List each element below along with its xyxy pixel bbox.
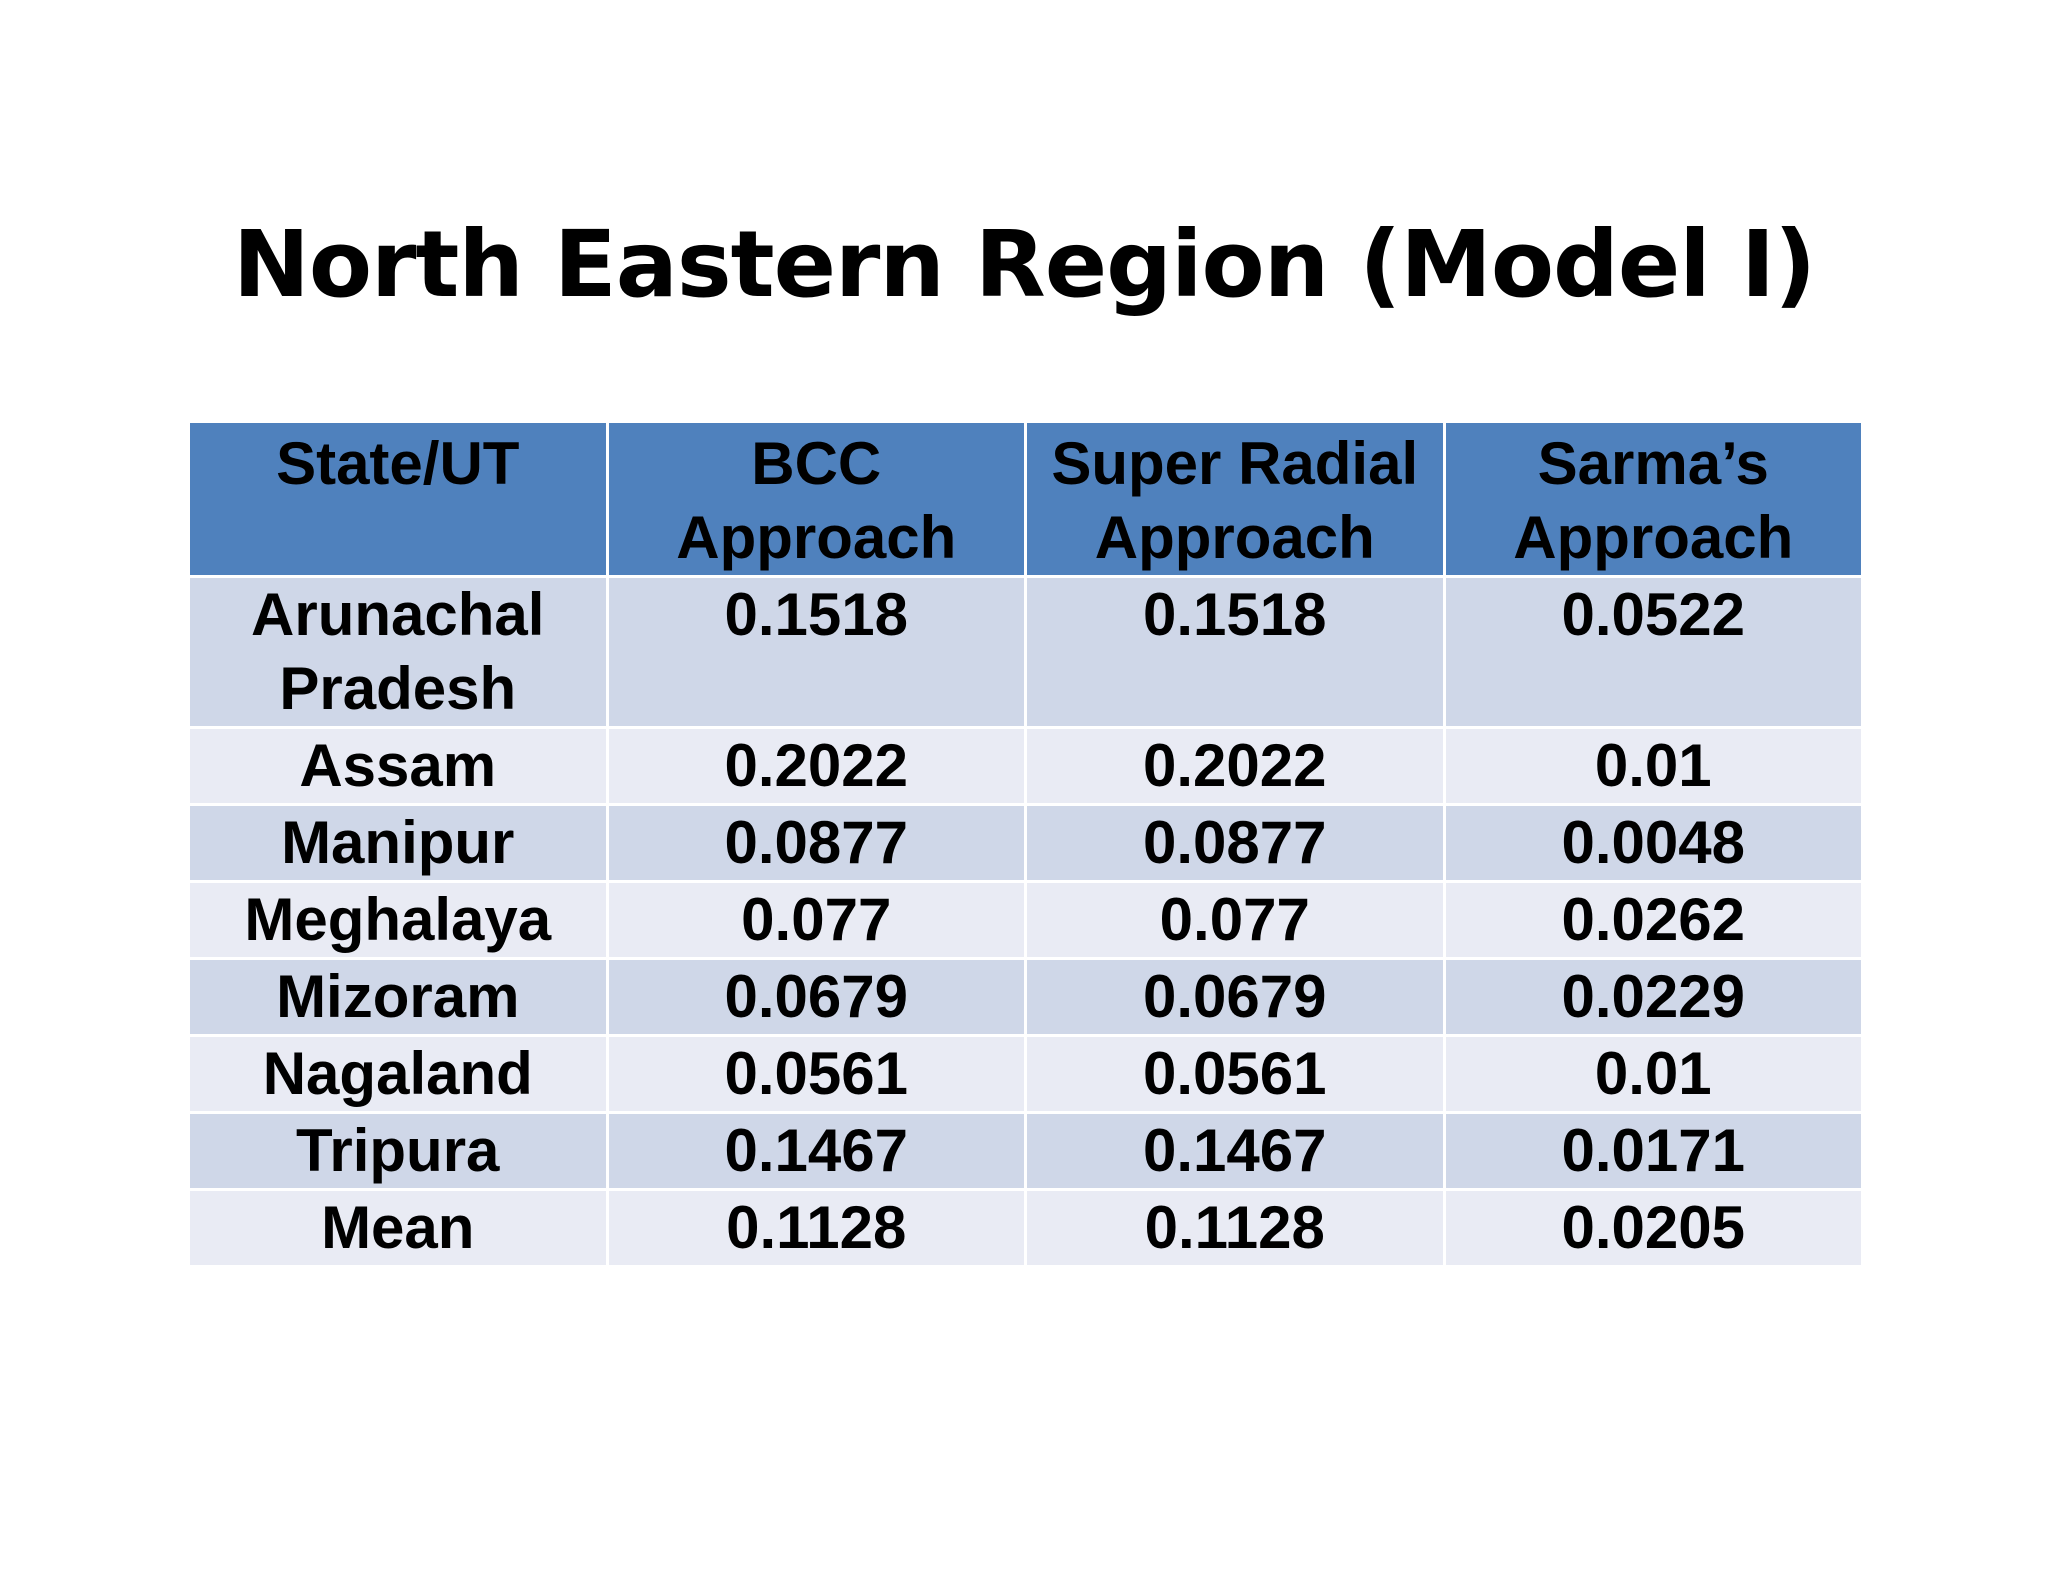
cell-super-radial: 0.077 — [1024, 880, 1446, 960]
cell-bcc: 0.1518 — [605, 575, 1027, 729]
slide-title: North Eastern Region (Model I) — [232, 211, 1816, 318]
cell-state: Mizoram — [187, 957, 609, 1037]
cell-super-radial: 0.1467 — [1024, 1111, 1446, 1191]
cell-sarma: 0.0171 — [1442, 1111, 1864, 1191]
cell-sarma: 0.0522 — [1442, 575, 1864, 729]
table-row: Assam 0.2022 0.2022 0.01 — [187, 726, 1864, 806]
header-bcc-approach: BCC Approach — [605, 420, 1027, 578]
header-bcc-line-2: Approach — [676, 504, 957, 571]
header-super-radial-line-2: Approach — [1094, 504, 1375, 571]
cell-super-radial: 0.2022 — [1024, 726, 1446, 806]
cell-super-radial: 0.0679 — [1024, 957, 1446, 1037]
cell-state: Assam — [187, 726, 609, 806]
cell-sarma: 0.0048 — [1442, 803, 1864, 883]
cell-state: Nagaland — [187, 1034, 609, 1114]
header-state-ut: State/UT — [187, 420, 609, 578]
cell-bcc: 0.1128 — [605, 1188, 1027, 1268]
table-row: Tripura 0.1467 0.1467 0.0171 — [187, 1111, 1864, 1191]
cell-state: Mean — [187, 1188, 609, 1268]
cell-sarma: 0.0262 — [1442, 880, 1864, 960]
cell-state-line-1: Arunachal — [251, 581, 545, 648]
header-bcc-line-1: BCC — [751, 430, 882, 497]
cell-bcc: 0.0679 — [605, 957, 1027, 1037]
cell-bcc: 0.0561 — [605, 1034, 1027, 1114]
table-row-mean: Mean 0.1128 0.1128 0.0205 — [187, 1188, 1864, 1268]
cell-sarma: 0.0229 — [1442, 957, 1864, 1037]
cell-state: Tripura — [187, 1111, 609, 1191]
results-table: State/UT BCC Approach Super Radial Appro… — [187, 420, 1864, 1268]
cell-sarma: 0.0205 — [1442, 1188, 1864, 1268]
cell-state: Meghalaya — [187, 880, 609, 960]
cell-sarma: 0.01 — [1442, 726, 1864, 806]
header-state-ut-line-1: State/UT — [276, 430, 520, 497]
cell-super-radial: 0.0561 — [1024, 1034, 1446, 1114]
cell-super-radial: 0.1128 — [1024, 1188, 1446, 1268]
table-row: Nagaland 0.0561 0.0561 0.01 — [187, 1034, 1864, 1114]
header-super-radial-approach: Super Radial Approach — [1024, 420, 1446, 578]
cell-state-line-2: Pradesh — [279, 655, 517, 722]
table-row: Meghalaya 0.077 0.077 0.0262 — [187, 880, 1864, 960]
table-row: Manipur 0.0877 0.0877 0.0048 — [187, 803, 1864, 883]
cell-bcc: 0.0877 — [605, 803, 1027, 883]
cell-bcc: 0.077 — [605, 880, 1027, 960]
table-row: Arunachal Pradesh 0.1518 0.1518 0.0522 — [187, 575, 1864, 729]
header-sarma-line-1: Sarma’s — [1537, 430, 1769, 497]
header-sarma-line-2: Approach — [1513, 504, 1794, 571]
cell-bcc: 0.1467 — [605, 1111, 1027, 1191]
table-row: Mizoram 0.0679 0.0679 0.0229 — [187, 957, 1864, 1037]
header-sarma-approach: Sarma’s Approach — [1442, 420, 1864, 578]
header-super-radial-line-1: Super Radial — [1051, 430, 1419, 497]
cell-sarma: 0.01 — [1442, 1034, 1864, 1114]
cell-super-radial: 0.1518 — [1024, 575, 1446, 729]
table-header-row: State/UT BCC Approach Super Radial Appro… — [187, 420, 1864, 578]
cell-state: Manipur — [187, 803, 609, 883]
cell-state: Arunachal Pradesh — [187, 575, 609, 729]
cell-super-radial: 0.0877 — [1024, 803, 1446, 883]
cell-bcc: 0.2022 — [605, 726, 1027, 806]
